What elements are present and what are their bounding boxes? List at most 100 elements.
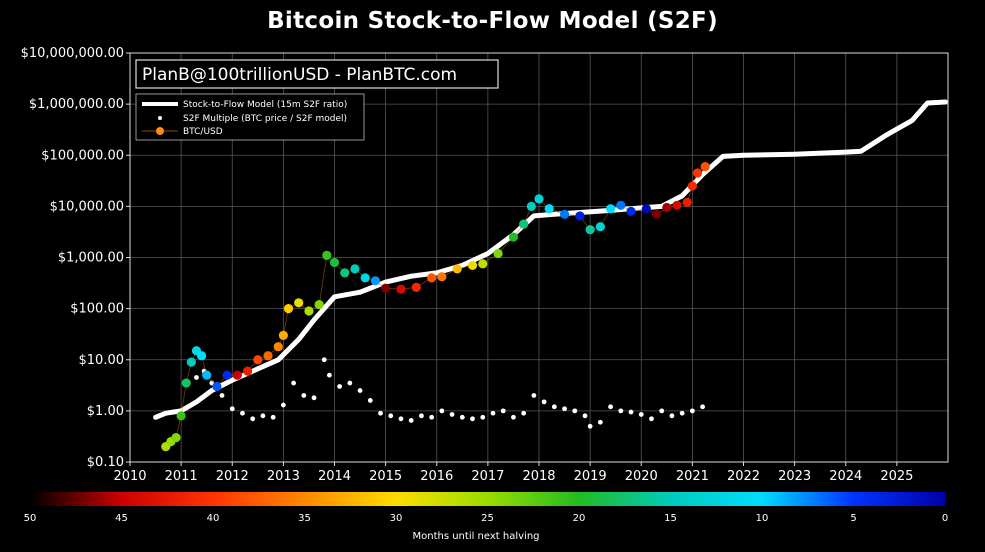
btc-usd-point [171,433,181,443]
y-tick-label: $1,000.00 [58,251,124,266]
annotation-text: PlanB@100trillionUSD - PlanBTC.com [142,65,457,85]
btc-usd-point [396,284,406,294]
btc-usd-point [263,351,273,361]
s2f-multiple-point [311,395,317,401]
btc-usd-point [700,161,710,172]
s2f-multiple-point [562,406,567,412]
btc-usd-point [692,168,703,178]
s2f-multiple-point [357,388,363,393]
s2f-multiple-point [449,412,455,417]
btc-usd-point [294,298,304,308]
btc-usd-point [544,204,554,214]
y-tick-label: $10.00 [79,353,125,368]
btc-usd-point [186,357,196,367]
btc-usd-point [360,273,370,283]
s2f-multiple-point [608,404,613,410]
s2f-multiple-point [490,410,496,416]
x-tick-label: 2019 [574,469,607,484]
annotation-frame [135,59,499,89]
s2f-multiple-series [194,357,705,429]
x-tick-label: 2015 [369,469,402,484]
btc-usd-point [493,248,503,259]
btc-usd-point [350,264,360,274]
btc-usd-point [682,197,692,207]
s2f-multiple-point [500,408,506,414]
s2f-multiple-point [551,404,557,410]
btc-usd-point [626,206,636,216]
s2f-multiple-point [194,375,199,380]
colorbar-gradient [30,492,945,506]
s2f-multiple-point [618,408,624,414]
s2f-multiple-point [659,408,665,414]
btc-usd-point [452,264,462,274]
s2f-multiple-point [398,416,404,422]
btc-usd-point [329,257,340,268]
s2f-multiple-point [439,408,445,414]
colorbar-tick-label: 0 [942,513,948,524]
y-tick-label: $1,000,000.00 [29,97,124,112]
s2f-multiple-point [229,406,235,412]
colorbar-tick-label: 25 [481,513,494,524]
x-tick-label: 2017 [471,469,504,484]
btc-usd-point [508,232,519,242]
s2f-multiple-point [240,410,245,416]
btc-usd-point [526,201,536,211]
x-axis-ticks: 2010 2011 2012 2013 2014 2015 2016 2017 2018 2019… [113,462,913,484]
s2f-multiple-point [250,416,256,422]
btc-usd-point [304,306,314,316]
colorbar-tick-label: 40 [207,513,220,524]
x-tick-label: 2020 [625,469,658,484]
s2f-multiple-point [531,393,537,398]
btc-usd-point [278,330,288,340]
colorbar-tick-label: 5 [850,513,856,524]
x-tick-label: 2014 [318,469,351,484]
colorbar-tick-label: 20 [573,513,586,524]
x-tick-label: 2013 [267,469,300,484]
legend-swatch-multiple [158,116,162,120]
btc-usd-point [662,202,672,213]
y-axis-ticks: $0.10 $1.00 $10.00 $100.00 $1,000.00 $10,000.… [21,46,130,470]
s2f-multiple-point [669,413,675,419]
btc-usd-point [585,225,595,235]
btc-usd-point [176,411,186,421]
s2f-multiple-point [638,412,644,417]
btc-usd-point [181,378,191,388]
x-tick-label: 2012 [216,469,249,484]
btc-usd-point [559,209,570,219]
s2f-multiple-point [219,393,225,398]
s2f-multiple-point [291,380,296,386]
s2f-multiple-point [347,380,353,386]
s2f-multiple-point [378,410,383,416]
s2f-multiple-point [700,404,705,410]
legend-label-btc: BTC/USD [183,127,223,137]
s2f-model-line [153,99,948,420]
colorbar-tick-label: 15 [664,513,677,524]
s2f-multiple-point [689,408,695,414]
btc-usd-point [273,342,283,352]
btc-usd-point [467,260,478,271]
colorbar-tick-label: 10 [756,513,769,524]
btc-usd-point [519,219,529,229]
s2f-multiple-point [572,408,578,414]
s2f-multiple-point [480,414,486,420]
btc-usd-point [340,268,350,278]
s2f-multiple-point [597,419,603,425]
s2f-multiple-point [582,413,588,419]
s2f-multiple-point [679,410,685,416]
legend-swatch-btc [156,127,164,135]
x-tick-label: 2025 [880,469,913,484]
x-tick-label: 2010 [113,469,146,484]
legend-frame [135,93,365,141]
colorbar-tick-label: 35 [298,513,311,524]
annotation-box: PlanB@100trillionUSD - PlanBTC.com [135,59,499,89]
s2f-multiple-point [321,357,327,363]
btc-usd-point [322,250,332,260]
x-tick-label: 2016 [420,469,453,484]
btc-usd-point [534,194,544,204]
y-tick-label: $100.00 [70,302,124,317]
btc-usd-point [427,273,437,283]
btc-usd-point [222,370,232,380]
colorbar-tick-label: 45 [115,513,128,524]
